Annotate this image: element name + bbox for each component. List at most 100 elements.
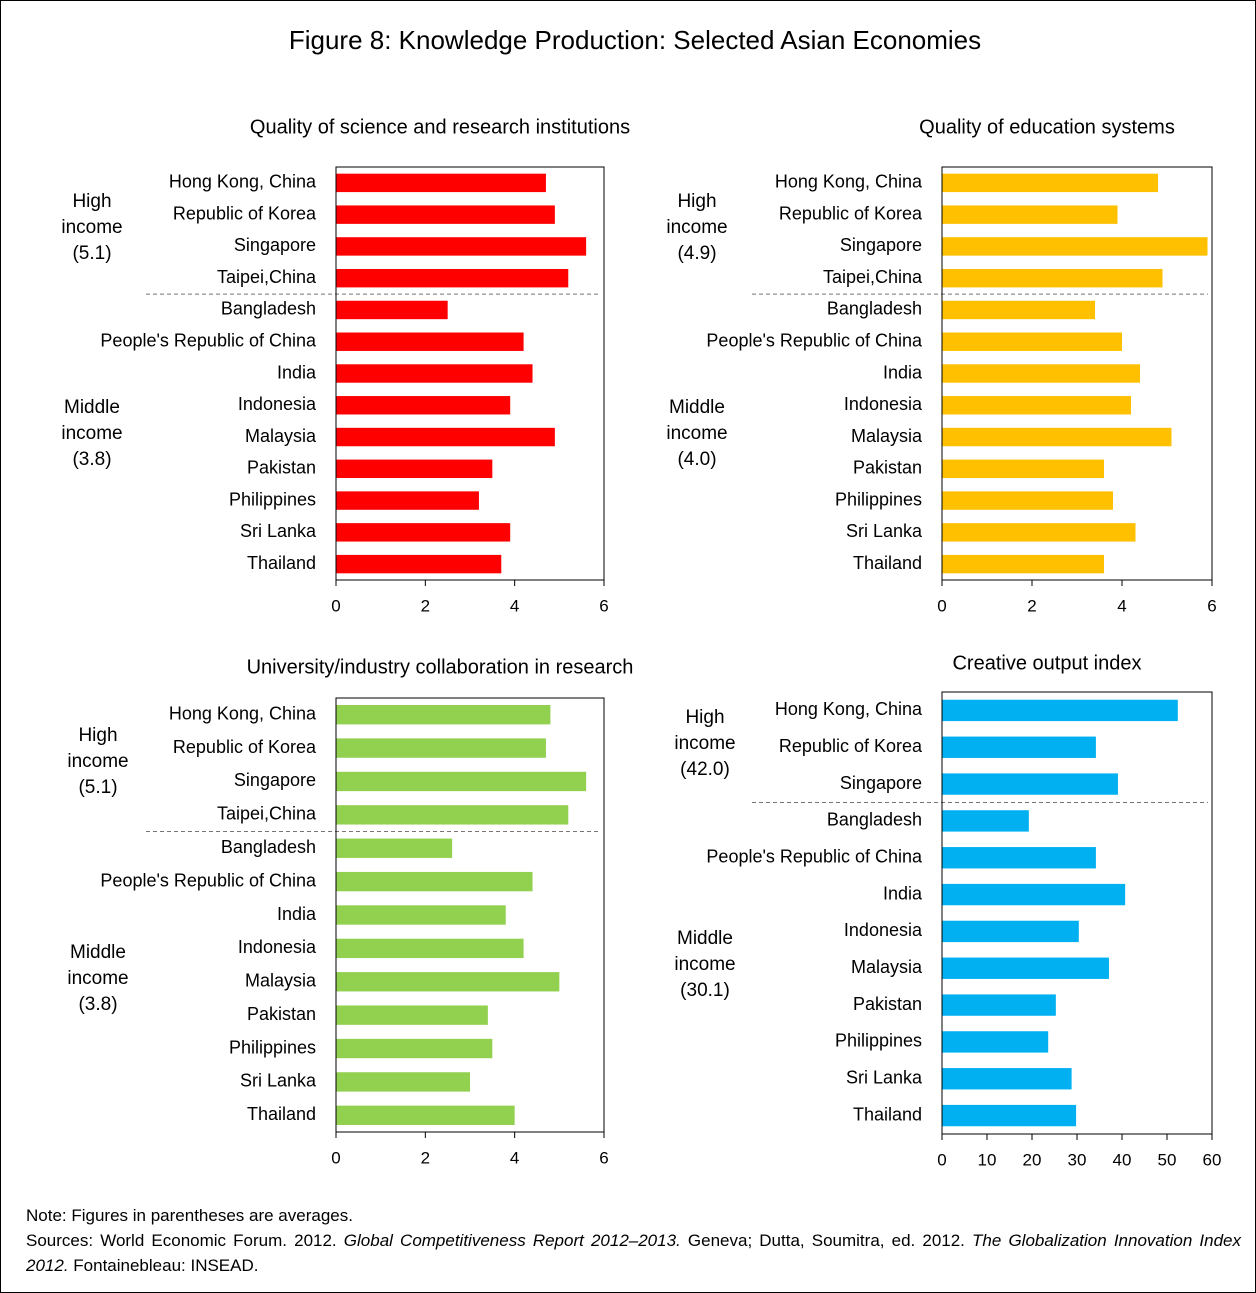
- category-label: India: [277, 904, 317, 924]
- source-part: The Globalization Innovation Index 2012.: [26, 1231, 1241, 1275]
- bar: [942, 1068, 1072, 1090]
- category-label: Taipei,China: [217, 267, 317, 287]
- group-average: (5.1): [78, 776, 118, 798]
- category-label: Thailand: [853, 1104, 922, 1124]
- plot-frame: [335, 697, 605, 1133]
- source-part: Fontainebleau: INSEAD.: [68, 1256, 259, 1275]
- chart-title: Creative output index: [952, 652, 1141, 674]
- bar: [336, 173, 546, 193]
- category-label: Pakistan: [247, 1004, 316, 1024]
- bar: [336, 972, 560, 992]
- group-name: High income: [61, 190, 123, 238]
- category-label: Republic of Korea: [173, 203, 317, 223]
- bar: [942, 773, 1118, 795]
- x-tick-label: 20: [1023, 1150, 1042, 1169]
- category-label: Sri Lanka: [846, 521, 923, 541]
- group-average: (4.0): [677, 449, 717, 471]
- x-tick-label: 0: [937, 1150, 946, 1169]
- footnotes: Note: Figures in parentheses are average…: [26, 1203, 1241, 1278]
- category-label: People's Republic of China: [100, 330, 317, 350]
- bar: [336, 1005, 488, 1025]
- category-label: Bangladesh: [221, 299, 316, 319]
- category-label: Sri Lanka: [240, 521, 317, 541]
- bar: [336, 1038, 493, 1059]
- category-label: Philippines: [229, 1037, 316, 1057]
- category-label: Sri Lanka: [240, 1071, 317, 1091]
- category-label: Hong Kong, China: [169, 703, 317, 723]
- x-tick-label: 30: [1068, 1150, 1087, 1169]
- plot-frame: [941, 166, 1213, 581]
- bar: [942, 523, 1136, 542]
- category-label: India: [883, 362, 923, 382]
- x-tick-label: 2: [421, 1148, 430, 1167]
- category-label: Thailand: [247, 553, 316, 573]
- group-label-text: Middle income (3.8): [37, 395, 147, 473]
- category-label: People's Republic of China: [706, 330, 923, 350]
- x-tick-label: 60: [1203, 1150, 1222, 1169]
- source-part: Sources: World Economic Forum. 2012.: [26, 1231, 344, 1250]
- bar: [336, 268, 569, 288]
- bar: [336, 871, 533, 892]
- x-tick-label: 40: [1113, 1150, 1132, 1169]
- category-label: Republic of Korea: [173, 737, 317, 757]
- category-label: Pakistan: [247, 458, 316, 478]
- category-label: Taipei,China: [823, 267, 923, 287]
- category-label: Thailand: [247, 1104, 316, 1124]
- bar: [942, 699, 1178, 722]
- bar: [336, 1105, 515, 1125]
- group-average: (3.8): [72, 449, 112, 471]
- category-label: Malaysia: [851, 957, 923, 977]
- bar: [942, 554, 1104, 574]
- group-name: High income: [666, 190, 728, 238]
- x-tick-label: 6: [599, 596, 608, 615]
- x-tick-label: 2: [1027, 596, 1036, 615]
- category-label: Malaysia: [245, 971, 317, 991]
- bar: [336, 938, 524, 959]
- group-label-text: High income (4.9): [642, 189, 752, 267]
- bar: [336, 427, 555, 447]
- x-tick-label: 50: [1158, 1150, 1177, 1169]
- x-tick-label: 4: [510, 596, 519, 615]
- group-label: High income (5.1): [37, 189, 147, 267]
- group-label-text: High income (42.0): [650, 705, 760, 783]
- category-label: Taipei,China: [217, 804, 317, 824]
- bar: [336, 491, 479, 510]
- bar: [942, 883, 1126, 906]
- bar: [942, 1031, 1049, 1053]
- category-label: India: [883, 883, 923, 903]
- bar: [942, 427, 1172, 447]
- category-label: Malaysia: [245, 426, 317, 446]
- group-label: Middle income (3.8): [43, 940, 153, 1018]
- x-tick-label: 0: [331, 596, 340, 615]
- bar: [336, 554, 502, 574]
- group-label-text: High income (5.1): [37, 189, 147, 267]
- group-name: Middle income: [67, 941, 129, 989]
- group-label: High income (5.1): [67, 724, 129, 798]
- category-label: Singapore: [840, 773, 922, 793]
- category-label: Singapore: [234, 770, 316, 790]
- group-name: Middle income: [674, 928, 736, 976]
- group-average: (30.1): [680, 980, 730, 1002]
- sources: Sources: World Economic Forum. 2012. Glo…: [26, 1228, 1241, 1278]
- bar: [942, 205, 1118, 224]
- bar: [336, 237, 587, 256]
- group-name: High income: [67, 724, 129, 772]
- group-name: Middle income: [61, 397, 123, 445]
- bar: [336, 300, 448, 320]
- category-label: Indonesia: [844, 394, 923, 414]
- category-label: Philippines: [229, 489, 316, 509]
- bar: [336, 838, 453, 858]
- bar: [336, 805, 569, 825]
- group-average: (5.1): [72, 242, 112, 264]
- category-label: People's Republic of China: [706, 847, 923, 867]
- bar: [336, 738, 546, 758]
- bar: [942, 173, 1158, 193]
- category-label: India: [277, 362, 317, 382]
- group-label-text: Middle income (3.8): [43, 940, 153, 1018]
- bar: [942, 847, 1096, 869]
- x-tick-label: 6: [599, 1148, 608, 1167]
- note: Note: Figures in parentheses are average…: [26, 1206, 353, 1225]
- category-label: Republic of Korea: [779, 736, 923, 756]
- group-label: High income (4.9): [642, 189, 752, 267]
